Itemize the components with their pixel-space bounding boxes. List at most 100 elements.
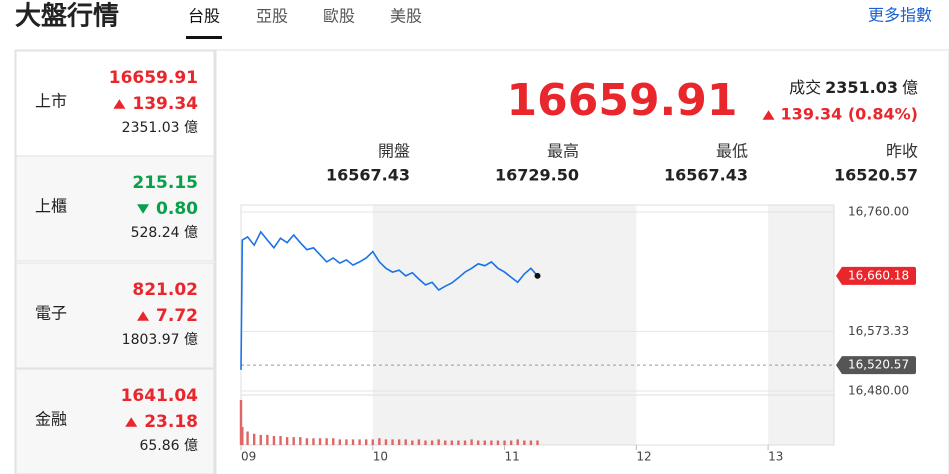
market-name: 上市 [35, 92, 67, 111]
x-tick-label: 12 [636, 450, 651, 464]
stat-label: 最高 [547, 142, 579, 161]
trade-volume-part: 億 [902, 78, 918, 97]
volume-bar [338, 439, 342, 445]
volume-bar [490, 440, 493, 445]
market-price: 16659.91 [109, 68, 198, 88]
volume-bar [312, 438, 315, 445]
y-tick-label: 16,760.00 [848, 205, 909, 219]
direction-arrow [125, 417, 138, 427]
volume-bar [279, 436, 282, 445]
volume-bar [241, 427, 244, 445]
volume-bar [450, 440, 454, 445]
volume-bar [496, 440, 500, 445]
volume-bar [463, 440, 467, 445]
volume-bar [391, 439, 394, 445]
volume-bar [384, 439, 388, 445]
market-name: 金融 [35, 410, 67, 429]
market-volume: 65.86 億 [139, 438, 198, 454]
stat-label: 最低 [716, 142, 748, 161]
market-row[interactable] [15, 50, 215, 157]
volume-bar [536, 440, 539, 445]
index-price: 16659.91 [506, 75, 737, 126]
volume-bar [397, 439, 401, 445]
market-row[interactable] [15, 262, 215, 369]
volume-bar [259, 434, 262, 445]
volume-bar [345, 439, 348, 445]
market-row[interactable] [15, 155, 215, 262]
volume-bar [477, 440, 480, 445]
volume-bar [351, 439, 355, 445]
volume-bar [509, 440, 513, 445]
volume-bar [529, 440, 533, 445]
stat-value: 16567.43 [664, 166, 748, 185]
volume-bar [252, 433, 256, 445]
volume-bar [378, 438, 381, 445]
x-tick-label: 13 [768, 450, 783, 464]
volume-bar [325, 438, 328, 445]
volume-bar [503, 440, 506, 445]
index-change: 139.34 (0.84%) [781, 105, 918, 124]
volume-bar [430, 440, 434, 445]
volume-bar [292, 437, 295, 445]
x-tick-label: 11 [505, 450, 520, 464]
volume-bar [266, 434, 269, 445]
volume-bar [516, 439, 519, 445]
volume-bar [239, 400, 243, 445]
more-link[interactable]: 更多指數 [868, 6, 932, 25]
y-tick-label: 16,573.33 [848, 324, 909, 338]
market-price: 821.02 [132, 280, 198, 300]
last-point [534, 272, 541, 279]
market-volume: 2351.03 億 [122, 120, 198, 136]
volume-bar [371, 439, 374, 445]
x-tick-label: 10 [373, 450, 388, 464]
trade-volume-part: 成交 [789, 78, 821, 97]
market-tab[interactable]: 美股 [390, 7, 422, 26]
price-line [240, 230, 539, 370]
market-change: 139.34 [132, 94, 198, 114]
volume-bar [404, 439, 407, 445]
market-price: 1641.04 [121, 386, 199, 406]
market-tab[interactable]: 亞股 [256, 7, 288, 26]
volume-bar [424, 440, 427, 445]
stat-label: 昨收 [886, 142, 918, 161]
market-price: 215.15 [132, 173, 198, 193]
market-row[interactable] [15, 368, 215, 474]
direction-arrow [137, 311, 150, 321]
volume-bar [285, 437, 289, 445]
price-tag-label: 16,520.57 [848, 358, 909, 372]
volume-bar [332, 438, 335, 445]
market-name: 上櫃 [35, 197, 67, 216]
volume-bar [358, 439, 361, 445]
x-tick-label: 09 [241, 450, 256, 464]
price-tag [836, 266, 916, 285]
market-tab[interactable]: 台股 [188, 7, 220, 26]
y-tick-label: 16,480.00 [848, 384, 909, 398]
page-title: 大盤行情 [15, 1, 119, 32]
price-tag-label: 16,660.18 [848, 268, 909, 282]
volume-bar [299, 437, 302, 445]
volume-bar [305, 438, 309, 445]
volume-bar [364, 439, 368, 445]
stat-value: 16520.57 [834, 166, 918, 185]
market-tab[interactable]: 歐股 [323, 7, 355, 26]
volume-bar [411, 440, 414, 445]
volume-bar [417, 439, 421, 445]
volume-bar [483, 440, 486, 445]
market-name: 電子 [35, 304, 67, 323]
hour-band [372, 205, 637, 445]
direction-arrow [762, 110, 775, 120]
volume-bar [246, 431, 249, 445]
trade-volume: 成交 2351.03 億 [789, 78, 918, 97]
price-tag [836, 356, 916, 375]
stat-label: 開盤 [378, 142, 410, 161]
direction-arrow [113, 99, 126, 109]
volume-bar [437, 439, 440, 445]
volume-bar [523, 440, 526, 445]
direction-arrow [137, 204, 150, 214]
volume-bar [470, 439, 473, 445]
volume-bar [272, 436, 276, 445]
volume-bar [444, 440, 447, 445]
hour-band [768, 205, 834, 445]
volume-bar [457, 440, 460, 445]
